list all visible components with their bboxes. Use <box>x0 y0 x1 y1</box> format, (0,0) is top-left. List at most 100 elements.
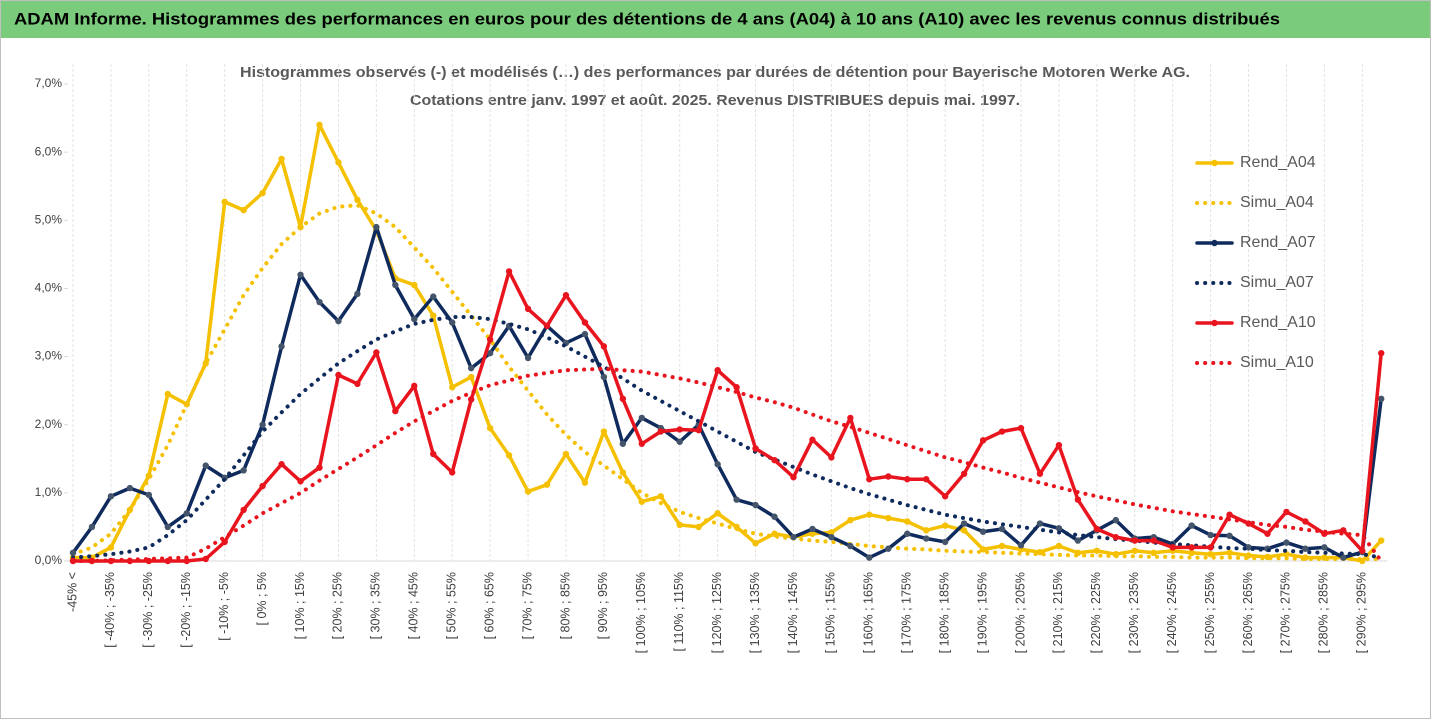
point <box>354 290 361 298</box>
point <box>430 312 437 319</box>
point <box>392 407 399 415</box>
point <box>278 461 285 468</box>
point <box>1378 537 1385 544</box>
point <box>581 319 589 326</box>
y-tick-label: 0,0% <box>35 553 63 567</box>
point <box>297 478 304 485</box>
point <box>1074 496 1082 503</box>
point <box>202 555 209 563</box>
point <box>885 545 892 552</box>
point <box>1226 511 1233 518</box>
point <box>524 488 532 495</box>
point <box>1283 539 1290 546</box>
point <box>752 540 759 547</box>
point <box>979 546 987 553</box>
legend-marker <box>1211 319 1218 327</box>
point <box>1188 549 1195 557</box>
point <box>733 384 740 391</box>
x-tick-label: [ -30% ; -25% <box>141 572 155 648</box>
point <box>998 525 1006 533</box>
point <box>752 501 759 509</box>
point <box>411 382 418 390</box>
point <box>828 533 835 541</box>
point <box>998 542 1006 550</box>
point <box>714 510 721 517</box>
model-line <box>71 366 1384 563</box>
point <box>1150 537 1157 544</box>
legend-label: Rend_A07 <box>1240 234 1316 251</box>
point <box>695 523 702 531</box>
point <box>923 527 930 534</box>
point <box>979 437 987 444</box>
point <box>638 498 645 505</box>
point <box>866 511 873 518</box>
point <box>998 428 1006 435</box>
point <box>828 454 835 461</box>
point <box>183 557 190 565</box>
point <box>885 473 892 480</box>
point <box>505 268 513 275</box>
chart-title: Histogrammes observés (-) et modélisés (… <box>240 65 1190 81</box>
point <box>240 467 247 474</box>
point <box>259 482 266 490</box>
point <box>486 349 494 357</box>
point <box>619 440 627 447</box>
point <box>1378 349 1385 357</box>
point <box>88 523 96 531</box>
legend-marker <box>1211 239 1218 247</box>
x-tick-label: [ 180% ; 185% <box>937 572 951 653</box>
x-tick-label: [ 100% ; 105% <box>634 572 648 653</box>
point <box>828 529 835 536</box>
legend-marker <box>1211 159 1218 167</box>
x-tick-label: [ 130% ; 135% <box>748 572 762 653</box>
point <box>107 493 115 500</box>
point <box>1245 544 1252 551</box>
point <box>600 373 608 381</box>
point <box>430 293 437 300</box>
observed-line <box>71 225 1383 560</box>
point <box>885 514 892 522</box>
x-tick-label: [ -40% ; -35% <box>103 572 117 648</box>
x-tick-label: [ 280% ; 285% <box>1317 572 1331 653</box>
point <box>809 530 816 537</box>
x-tick-label: [ 10% ; 15% <box>293 572 307 639</box>
banner-bg <box>1 1 1430 38</box>
point <box>771 456 778 464</box>
y-tick-label: 3,0% <box>35 349 63 363</box>
x-tick-label: [ 240% ; 245% <box>1165 572 1179 653</box>
point <box>1207 544 1214 551</box>
point <box>923 535 930 542</box>
point <box>581 479 589 486</box>
point <box>1074 537 1082 544</box>
point <box>278 155 285 163</box>
point <box>1131 547 1138 554</box>
x-tick-label: [ 110% ; 115% <box>672 572 686 651</box>
point <box>904 530 911 537</box>
x-tick-label: [ 80% ; 85% <box>558 572 572 639</box>
x-tick-label: -45% < <box>65 572 79 612</box>
point <box>335 317 342 325</box>
point <box>316 464 323 471</box>
point <box>904 518 911 525</box>
point <box>600 428 608 435</box>
point <box>809 525 816 533</box>
point <box>316 298 323 306</box>
point <box>979 528 987 535</box>
x-tick-label: [ 250% ; 255% <box>1203 572 1217 653</box>
point <box>771 513 778 520</box>
point <box>960 527 968 534</box>
x-tick-label: [ 160% ; 165% <box>862 572 876 653</box>
legend-label: Simu_A04 <box>1240 194 1314 211</box>
point <box>1017 542 1025 549</box>
point <box>69 549 77 557</box>
y-tick-label: 2,0% <box>35 417 63 431</box>
point <box>1340 554 1347 561</box>
point <box>145 491 153 499</box>
y-tick-label: 1,0% <box>35 485 63 499</box>
point <box>941 522 949 529</box>
point <box>183 510 190 517</box>
point <box>467 396 475 403</box>
x-tick-label: [ 290% ; 295% <box>1355 572 1369 653</box>
x-tick-label: [ 150% ; 155% <box>824 572 838 653</box>
point <box>1283 508 1290 516</box>
